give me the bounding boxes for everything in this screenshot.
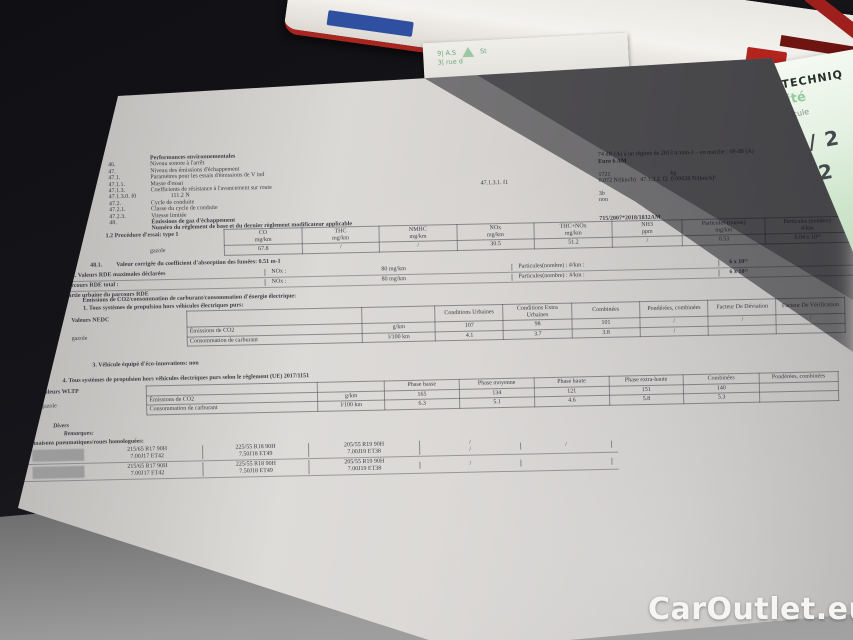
wltp-value: 4.6 <box>534 395 610 407</box>
wltp-unit: l/100 km <box>317 400 385 412</box>
wltp-value: 6.3 <box>384 398 460 410</box>
nedc-unit: l/100 km <box>362 331 436 343</box>
spec-num <box>109 230 151 231</box>
mass-value: 1721 <box>598 171 611 178</box>
fuel-label: gazole <box>69 327 188 349</box>
tyre-cell: / <box>520 440 613 450</box>
rde-value: 80 mg/km <box>381 276 407 283</box>
co2-num: 49. <box>60 298 69 305</box>
wltp-value: 5.3 <box>683 392 760 404</box>
redacted-box <box>32 466 85 480</box>
nedc-col-header: Combinées <box>571 301 641 320</box>
tyre-cell: / <box>419 459 521 469</box>
divers-title: Divers <box>53 423 70 430</box>
stamp-line3: St <box>479 47 487 56</box>
emissions-col-header: Particules (nombre) #/km <box>765 216 850 235</box>
emissions-col-header: NH3 ppm <box>612 219 683 238</box>
nedc-col-header: Facteur De Déviation <box>707 298 777 317</box>
emissions-col-header: THC+NOx mg/km <box>533 221 613 240</box>
emissions-value: / <box>379 240 458 252</box>
emissions-value: 30.5 <box>456 239 535 251</box>
divers-section: 52. Divers Remarques: Combinaisons pneuma… <box>18 412 619 483</box>
tyre-row-tag: 3 <box>18 470 22 477</box>
redacted-box <box>32 449 85 463</box>
nedc-value: 3.7 <box>503 328 573 340</box>
nedc-col-header: Facteur De Vérification <box>776 297 845 315</box>
tyre-cell <box>520 457 613 467</box>
watermark: CarOutlet.eu <box>648 592 853 627</box>
tyre-cell: 225/55 R18 90H 7.50J18 ET49 <box>202 460 309 477</box>
nedc-value <box>708 324 777 336</box>
fuel-label: gazole <box>147 245 225 257</box>
emissions-value: / <box>612 235 683 247</box>
emissions-col-header: Particules (masse) mg/km <box>681 217 766 236</box>
divers-num: 52. <box>17 424 26 431</box>
nedc-value: / <box>640 325 709 338</box>
fuel-label: gazole <box>38 395 148 418</box>
rde-key: NOx : <box>264 266 382 276</box>
absorption-num: 48.1. <box>90 262 103 269</box>
emissions-value: 67.8 <box>224 243 303 256</box>
nedc-col-header: Pondérées, combinées <box>639 300 709 318</box>
f2-value: 0.00028 N/(km/h)² <box>670 175 717 183</box>
emissions-col-header: NOx mg/km <box>456 222 535 241</box>
f1-value: 0.072 N/(km/h) <box>598 177 636 185</box>
wltp-value: 5.8 <box>609 393 684 406</box>
nedc-value <box>776 323 846 335</box>
rde-key: NOx : <box>264 276 382 286</box>
tyre-row-tag: E3 <box>18 453 25 460</box>
emissions-col-header: CO mg/km <box>224 227 302 246</box>
emissions-value: 51.2 <box>534 237 613 249</box>
rde-value: 6 x 10¹¹ <box>718 266 853 277</box>
tyre-cell: 225/55 R18 90H 7.50J18 ET49 <box>201 443 309 460</box>
eco-innovations-line: 3. Véhicule équipé d'éco-innovations: no… <box>92 360 199 369</box>
wltp-value: 5.1 <box>459 397 535 409</box>
spec-num: 48. <box>109 220 117 227</box>
tyre-cell: 215/65 R17 90H 7.00J17 ET42 <box>126 446 168 461</box>
absorption-text: Valeur corrigée du coefficient d'absorpt… <box>116 258 281 269</box>
emissions-value: 0.04 x 10¹² <box>765 232 850 244</box>
nedc-value: 3.8 <box>571 327 641 339</box>
emissions-col-header: THC mg/km <box>301 226 380 244</box>
emissions-value: / <box>301 242 380 254</box>
mass-unit: kg <box>670 169 677 177</box>
rde-value: 80 mg/km <box>381 266 406 273</box>
tyre-cell: 205/55 R19 90H 7.00J19 ET38 <box>308 458 420 475</box>
stamp-line1: 9| A.S <box>436 48 457 58</box>
tyre-cell: 205/55 R19 90H 7.00J19 ET38 <box>307 441 420 458</box>
f2-key: 47.1.3.2. f2 <box>640 176 668 184</box>
stamp-triangle-icon <box>461 46 475 58</box>
nedc-col-header: Conditions Extra Urbaines <box>503 303 572 321</box>
nedc-value: 4.1 <box>435 330 504 342</box>
emissions-col-header: NMHC mg/km <box>379 224 457 243</box>
nedc-col-header: Conditions Urbaines <box>434 304 504 323</box>
green-stamp: 9| A.S St 3| rue d <box>437 39 629 67</box>
rde-value: 6 x 10¹¹ <box>718 256 853 267</box>
wltp-value <box>759 390 839 402</box>
emissions-value: 0.53 <box>682 234 766 246</box>
tyre-cell: / / <box>418 438 521 456</box>
tyre-cell: 215/65 R17 90H 7.00J17 ET42 <box>127 463 168 478</box>
plate-eu-band <box>326 10 414 37</box>
